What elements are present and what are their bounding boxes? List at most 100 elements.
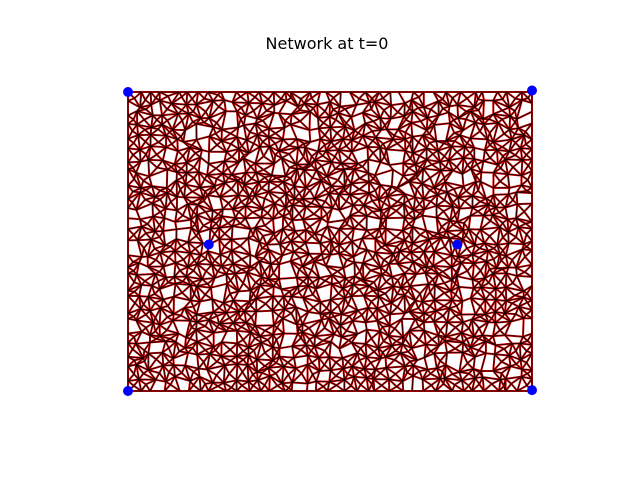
- network-edge: [247, 364, 254, 375]
- network-edge: [380, 367, 387, 374]
- network-edge: [443, 378, 446, 384]
- network-edge: [344, 374, 349, 380]
- network-edge: [217, 385, 227, 392]
- network-edge: [443, 383, 453, 392]
- network-edge: [231, 387, 237, 392]
- network-edge: [173, 364, 183, 374]
- network-edge: [396, 380, 403, 387]
- network-edge: [269, 375, 283, 384]
- figure-title: Network at t=0: [266, 34, 389, 53]
- network-edge: [511, 383, 518, 392]
- network-edge: [422, 384, 432, 392]
- network-edge: [315, 370, 320, 382]
- network-edge: [422, 369, 428, 380]
- network-edge: [482, 376, 493, 385]
- network-edge: [281, 366, 285, 384]
- network-edge: [500, 378, 506, 380]
- network-edge: [461, 380, 465, 392]
- network-edge: [335, 375, 345, 381]
- network-edge: [163, 365, 170, 373]
- network-edge: [419, 369, 428, 372]
- network-edge: [347, 366, 353, 375]
- network-edge: [482, 376, 501, 380]
- network-edge: [373, 369, 376, 380]
- network-edge: [356, 384, 361, 392]
- network-edge: [216, 374, 225, 384]
- network-edge: [136, 364, 144, 374]
- network-edge: [184, 365, 191, 382]
- network-edge: [353, 376, 361, 385]
- network-edge: [145, 379, 156, 385]
- network-edge: [479, 384, 485, 392]
- network-edge: [380, 372, 390, 380]
- network-edge: [312, 374, 317, 382]
- network-edge: [256, 371, 259, 381]
- network-edge: [143, 373, 156, 381]
- network-edge: [162, 365, 167, 382]
- network-edge: [138, 373, 144, 380]
- network-edge: [148, 369, 156, 381]
- network-edge: [198, 368, 200, 377]
- network-edge: [261, 367, 269, 374]
- network-edge: [127, 379, 139, 382]
- network-edge: [451, 384, 455, 392]
- network-edge: [217, 382, 224, 387]
- network-edge: [483, 383, 493, 392]
- network-edge: [168, 364, 175, 373]
- network-edge: [500, 373, 502, 380]
- network-edge: [288, 367, 297, 375]
- network-edge: [402, 375, 414, 382]
- network-edge: [347, 373, 355, 378]
- network-edge: [344, 385, 352, 392]
- network-edge: [307, 364, 313, 375]
- network-edge: [422, 373, 431, 380]
- network-edge: [252, 374, 258, 381]
- network-edge: [492, 370, 501, 380]
- network-edge: [406, 372, 414, 377]
- network-edge: [427, 369, 431, 374]
- network-edge: [127, 366, 135, 375]
- network-edge: [327, 381, 330, 392]
- network-edge: [159, 372, 167, 382]
- network-edge: [242, 371, 249, 382]
- network-edge: [330, 370, 337, 377]
- network-edge: [336, 379, 345, 386]
- network-edge: [127, 380, 135, 387]
- network-edge: [381, 385, 390, 392]
- network-edge: [480, 370, 484, 378]
- network-edge: [264, 375, 271, 386]
- network-edge: [505, 378, 512, 384]
- network-edge: [136, 364, 140, 380]
- network-edge: [461, 373, 469, 381]
- network-edge: [395, 373, 403, 382]
- network-edge: [445, 364, 453, 375]
- network-edge: [402, 381, 404, 392]
- network-edge: [138, 379, 142, 392]
- network-edge: [312, 370, 320, 375]
- network-edge: [236, 371, 243, 381]
- network-edge: [373, 378, 382, 386]
- network-edge: [224, 365, 230, 374]
- network-edge: [288, 387, 293, 392]
- network-edge: [208, 385, 218, 392]
- network-edge: [500, 379, 505, 387]
- network-edge: [281, 382, 293, 384]
- network-edge: [343, 368, 349, 375]
- network-edge: [188, 384, 194, 392]
- network-edge: [419, 370, 423, 380]
- network-edge: [236, 363, 238, 381]
- network-edge: [241, 381, 249, 386]
- network-edge: [223, 373, 230, 383]
- network-edge: [242, 364, 248, 373]
- network-edge: [277, 382, 283, 387]
- network-edges-inner: [127, 91, 533, 392]
- network-edge: [452, 373, 463, 381]
- network-edge: [200, 383, 206, 392]
- network-edge: [257, 375, 271, 381]
- network-edge: [371, 369, 376, 376]
- network-edge: [422, 379, 432, 386]
- network-edge: [236, 379, 249, 382]
- network-edge: [521, 376, 528, 386]
